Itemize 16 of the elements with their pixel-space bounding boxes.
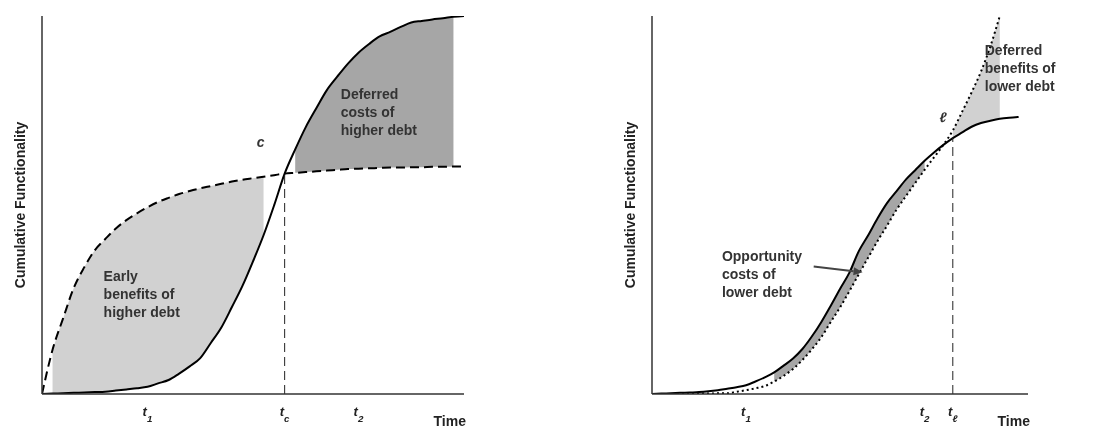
annotation: Opportunity costs of lower debt <box>721 247 803 300</box>
x-tick-label: t$_{1}$ <box>741 404 751 424</box>
x-tick-label: t$_{ℓ}$ <box>948 404 959 424</box>
x-tick-label: t$_{2}$ <box>919 404 931 424</box>
annotation: c <box>256 134 265 151</box>
y-axis-title: Cumulative Functionality <box>11 121 28 289</box>
annotation: Deferred benefits of lower debt <box>984 41 1056 94</box>
x-tick-label: t$_{1}$ <box>142 404 153 424</box>
y-axis-title: Cumulative Functionality <box>621 121 638 289</box>
x-tick-label: t$_{2}$ <box>353 404 364 424</box>
annotation: Early benefits of higher debt <box>103 267 181 320</box>
x-axis-title: Time <box>433 413 467 429</box>
annotation: Deferred costs of higher debt <box>340 85 418 138</box>
x-tick-label: t$_{c}$ <box>279 404 291 424</box>
x-axis-title: Time <box>997 413 1031 429</box>
annotation: ℓ <box>939 108 948 125</box>
